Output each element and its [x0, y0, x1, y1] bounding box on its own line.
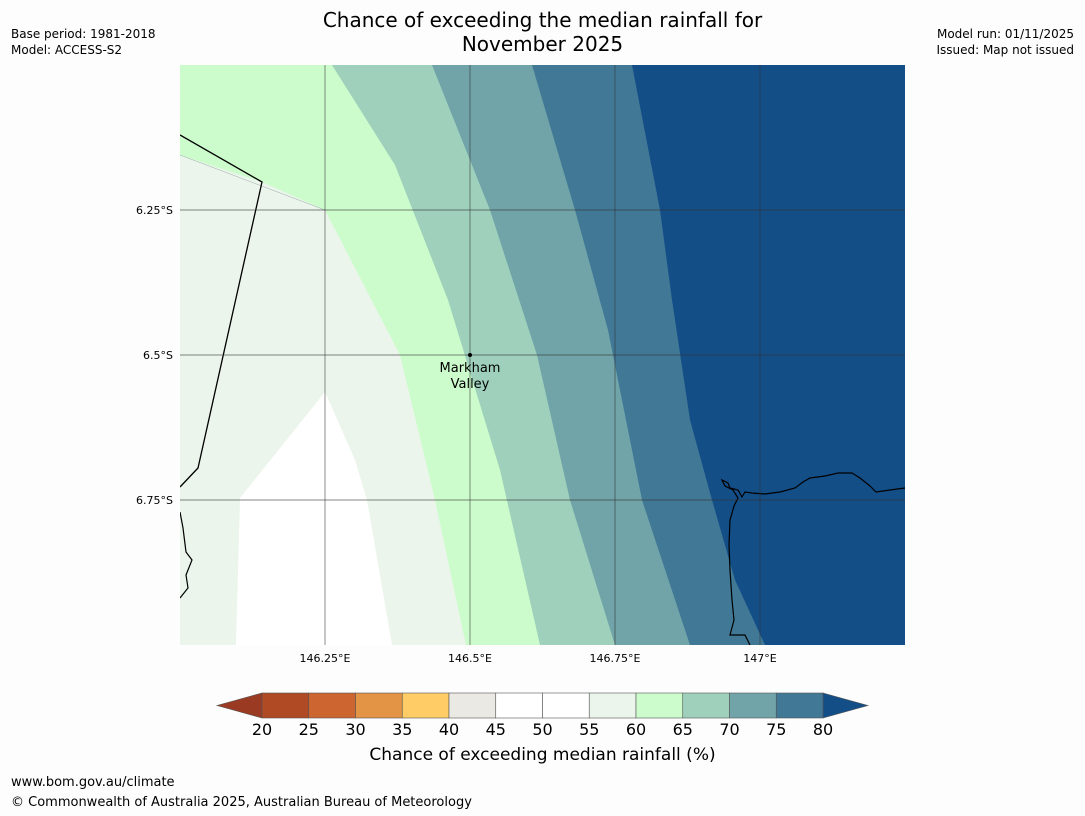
colorbar — [215, 692, 870, 719]
lon-tick-label: 146.25°E — [300, 652, 351, 665]
meta-right: Model run: 01/11/2025 Issued: Map not is… — [936, 26, 1074, 58]
colorbar-tick-label: 65 — [672, 720, 693, 739]
colorbar-under-arrow — [215, 692, 263, 719]
colorbar-tick-label: 25 — [298, 720, 319, 739]
border-line — [180, 134, 263, 488]
colorbar-tick-label: 60 — [625, 720, 647, 739]
colorbar-tick-label: 75 — [766, 720, 787, 739]
model-run-text: Model run: 01/11/2025 — [936, 27, 1074, 41]
title-line-2: November 2025 — [461, 32, 624, 56]
colorbar-tick-label: 55 — [579, 720, 600, 739]
model-text: Model: ACCESS-S2 — [11, 43, 123, 57]
map-title: Chance of exceeding the median rainfall … — [0, 8, 1085, 56]
colorbar-tick-label: 45 — [485, 720, 506, 739]
colorbar-segment — [682, 692, 730, 719]
lat-tick-label: 6.25°S — [136, 204, 173, 217]
lat-tick-label: 6.75°S — [136, 494, 173, 507]
graticule — [180, 65, 905, 645]
lat-tick-label: 6.5°S — [143, 349, 173, 362]
colorbar-label: Chance of exceeding median rainfall (%) — [369, 745, 716, 765]
base-period-text: Base period: 1981-2018 — [11, 27, 156, 41]
colorbar-tick-label: 30 — [345, 720, 366, 739]
location-marker[interactable] — [468, 353, 472, 357]
place-label-line1: Markham — [440, 361, 501, 376]
lon-tick-label: 147°E — [743, 652, 776, 665]
colorbar-segment — [448, 692, 497, 719]
colorbar-segment — [308, 692, 356, 719]
colorbar-segment — [542, 692, 590, 719]
colorbar-tick-label: 70 — [719, 720, 740, 739]
colorbar-segment — [261, 692, 310, 719]
colorbar-tick-label: 20 — [251, 720, 273, 739]
title-line-1: Chance of exceeding the median rainfall … — [322, 8, 763, 32]
coastline-east — [720, 472, 905, 645]
colorbar-segment — [495, 692, 543, 719]
colorbar-tick-label: 35 — [392, 720, 413, 739]
colorbar-segment — [635, 692, 684, 719]
colorbar-segment — [775, 692, 824, 719]
lon-tick-label: 146.5°E — [448, 652, 492, 665]
band-50-55 — [236, 392, 392, 645]
colorbar-segment — [729, 692, 777, 719]
colorbar-tick-label: 50 — [532, 720, 553, 739]
coastline-west — [180, 511, 193, 599]
issued-text: Issued: Map not issued — [936, 43, 1074, 57]
colorbar-segment — [401, 692, 450, 719]
footer-copyright: © Commonwealth of Australia 2025, Austra… — [11, 795, 472, 810]
colorbar-segment — [588, 692, 637, 719]
meta-left: Base period: 1981-2018 Model: ACCESS-S2 — [11, 26, 156, 58]
colorbar-tick-label: 40 — [438, 720, 460, 739]
colorbar-tick-label: 80 — [812, 720, 834, 739]
colorbar-over-arrow — [822, 692, 870, 719]
colorbar-segment — [355, 692, 403, 719]
map-plot-area — [180, 65, 905, 645]
lon-tick-label: 146.75°E — [590, 652, 641, 665]
place-label-line2: Valley — [451, 377, 490, 392]
footer-url[interactable]: www.bom.gov.au/climate — [11, 775, 175, 790]
